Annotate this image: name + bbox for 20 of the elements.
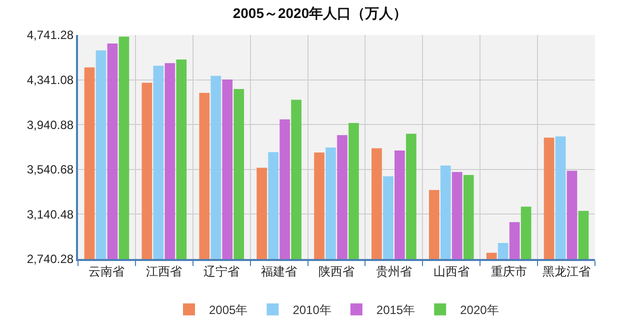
legend-label: 2015年 xyxy=(376,303,416,318)
x-tick-label: 辽宁省 xyxy=(204,264,240,278)
y-tick-label: 4,341.08 xyxy=(26,73,74,87)
legend-label: 2005年 xyxy=(209,303,248,318)
x-tick-label: 贵州省 xyxy=(376,264,412,278)
x-tick-label: 重庆市 xyxy=(490,264,527,278)
chart-title: 2005～2020年人口（万人） xyxy=(232,5,408,22)
x-tick-label: 陕西省 xyxy=(318,264,354,278)
y-tick-label: 3,540.68 xyxy=(26,162,74,177)
x-tick-label: 山西省 xyxy=(433,264,470,278)
legend-label: 2020年 xyxy=(460,303,499,318)
y-tick-label: 3,940.88 xyxy=(26,118,74,132)
x-tick-label: 江西省 xyxy=(146,264,182,278)
y-tick-label: 3,140.48 xyxy=(26,207,74,222)
x-tick-label: 云南省 xyxy=(88,264,125,278)
y-tick-label: 4,741.28 xyxy=(26,28,74,42)
legend-label: 2010年 xyxy=(292,303,332,318)
x-tick-label: 福建省 xyxy=(261,264,298,278)
x-tick-label: 黑龙江省 xyxy=(542,264,590,278)
y-tick-label: 2,740.28 xyxy=(26,252,74,266)
